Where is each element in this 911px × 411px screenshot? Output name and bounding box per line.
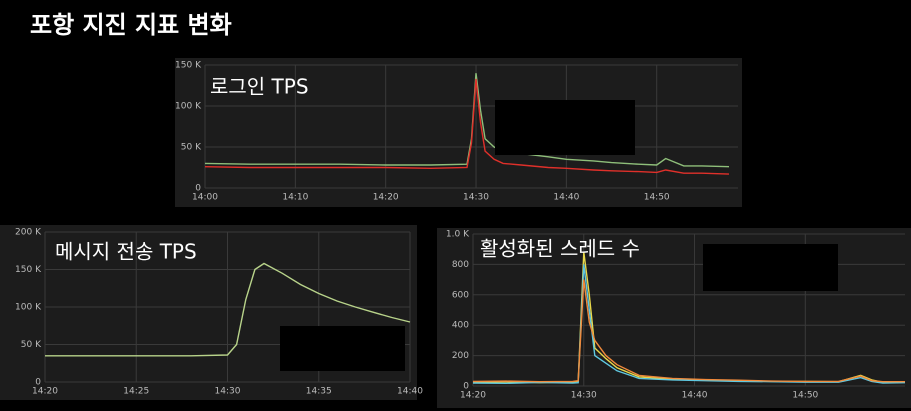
x-tick-label: 14:40 <box>397 387 423 397</box>
chart-panel <box>175 58 742 207</box>
y-tick-label: 50 K <box>21 340 42 350</box>
x-tick-label: 14:20 <box>32 387 58 397</box>
y-tick-label: 800 <box>452 260 469 270</box>
y-tick-label: 150 K <box>175 61 202 71</box>
x-tick-label: 14:50 <box>792 391 818 401</box>
x-tick-label: 14:10 <box>282 193 308 203</box>
y-tick-label: 200 <box>452 351 469 361</box>
x-tick-label: 14:40 <box>682 391 708 401</box>
y-tick-label: 400 <box>452 321 469 331</box>
y-tick-label: 100 K <box>175 102 202 112</box>
y-tick-label: 1.0 K <box>446 230 470 240</box>
redaction <box>495 100 635 155</box>
y-tick-label: 150 K <box>15 265 42 275</box>
x-tick-label: 14:30 <box>215 387 241 397</box>
data-line <box>472 279 905 383</box>
x-tick-label: 14:20 <box>460 391 486 401</box>
y-tick-label: 200 K <box>15 228 42 238</box>
chart-title: 메시지 전송 TPS <box>55 240 197 264</box>
data-line <box>472 264 906 385</box>
x-tick-label: 14:25 <box>123 387 149 397</box>
x-tick-label: 14:20 <box>373 193 399 203</box>
x-tick-label: 14:40 <box>553 193 579 203</box>
data-line <box>45 262 411 357</box>
x-tick-label: 14:30 <box>463 193 489 203</box>
x-tick-label: 14:00 <box>192 193 218 203</box>
x-tick-label: 14:30 <box>571 391 597 401</box>
x-tick-label: 14:50 <box>644 193 670 203</box>
slide-title: 포항 지진 지표 변화 <box>30 11 232 39</box>
y-tick-label: 0 <box>463 382 469 392</box>
y-tick-label: 600 <box>452 290 469 300</box>
x-tick-label: 14:35 <box>306 387 332 397</box>
y-tick-label: 100 K <box>15 303 42 313</box>
y-tick-label: 0 <box>195 184 201 194</box>
data-line <box>204 78 730 175</box>
y-tick-label: 50 K <box>181 143 202 153</box>
chart-title: 로그인 TPS <box>210 75 309 99</box>
chart-title: 활성화된 스레드 수 <box>480 237 640 261</box>
redaction <box>280 326 405 371</box>
redaction <box>703 244 838 291</box>
y-tick-label: 0 <box>35 378 41 388</box>
